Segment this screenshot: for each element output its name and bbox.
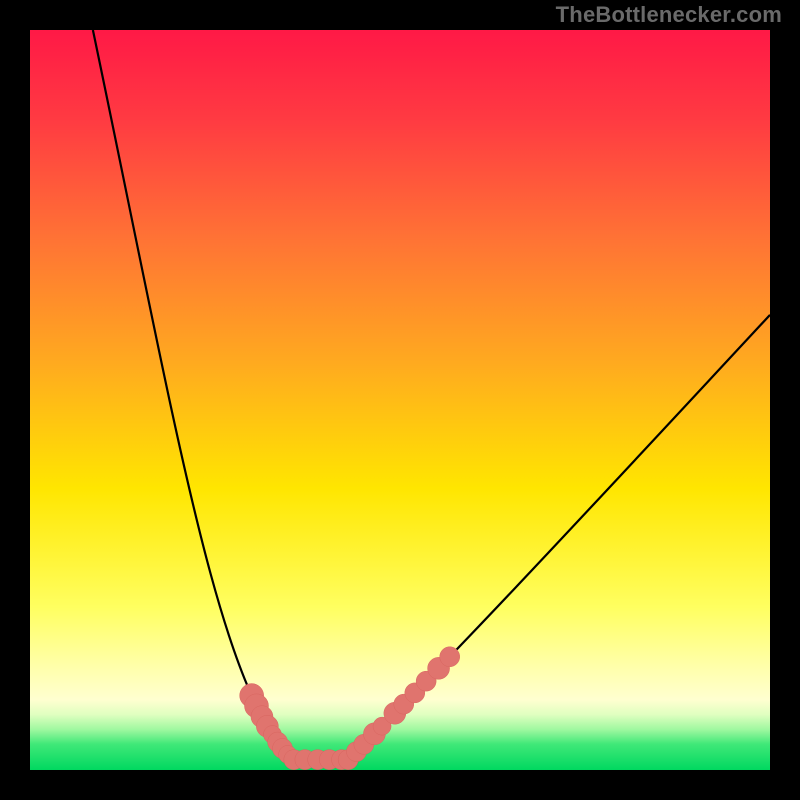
plot-background [30, 30, 770, 770]
chart-container: TheBottlenecker.com [0, 0, 800, 800]
data-marker [440, 647, 460, 667]
watermark-text: TheBottlenecker.com [556, 2, 782, 28]
bottleneck-curve-chart [0, 0, 800, 800]
